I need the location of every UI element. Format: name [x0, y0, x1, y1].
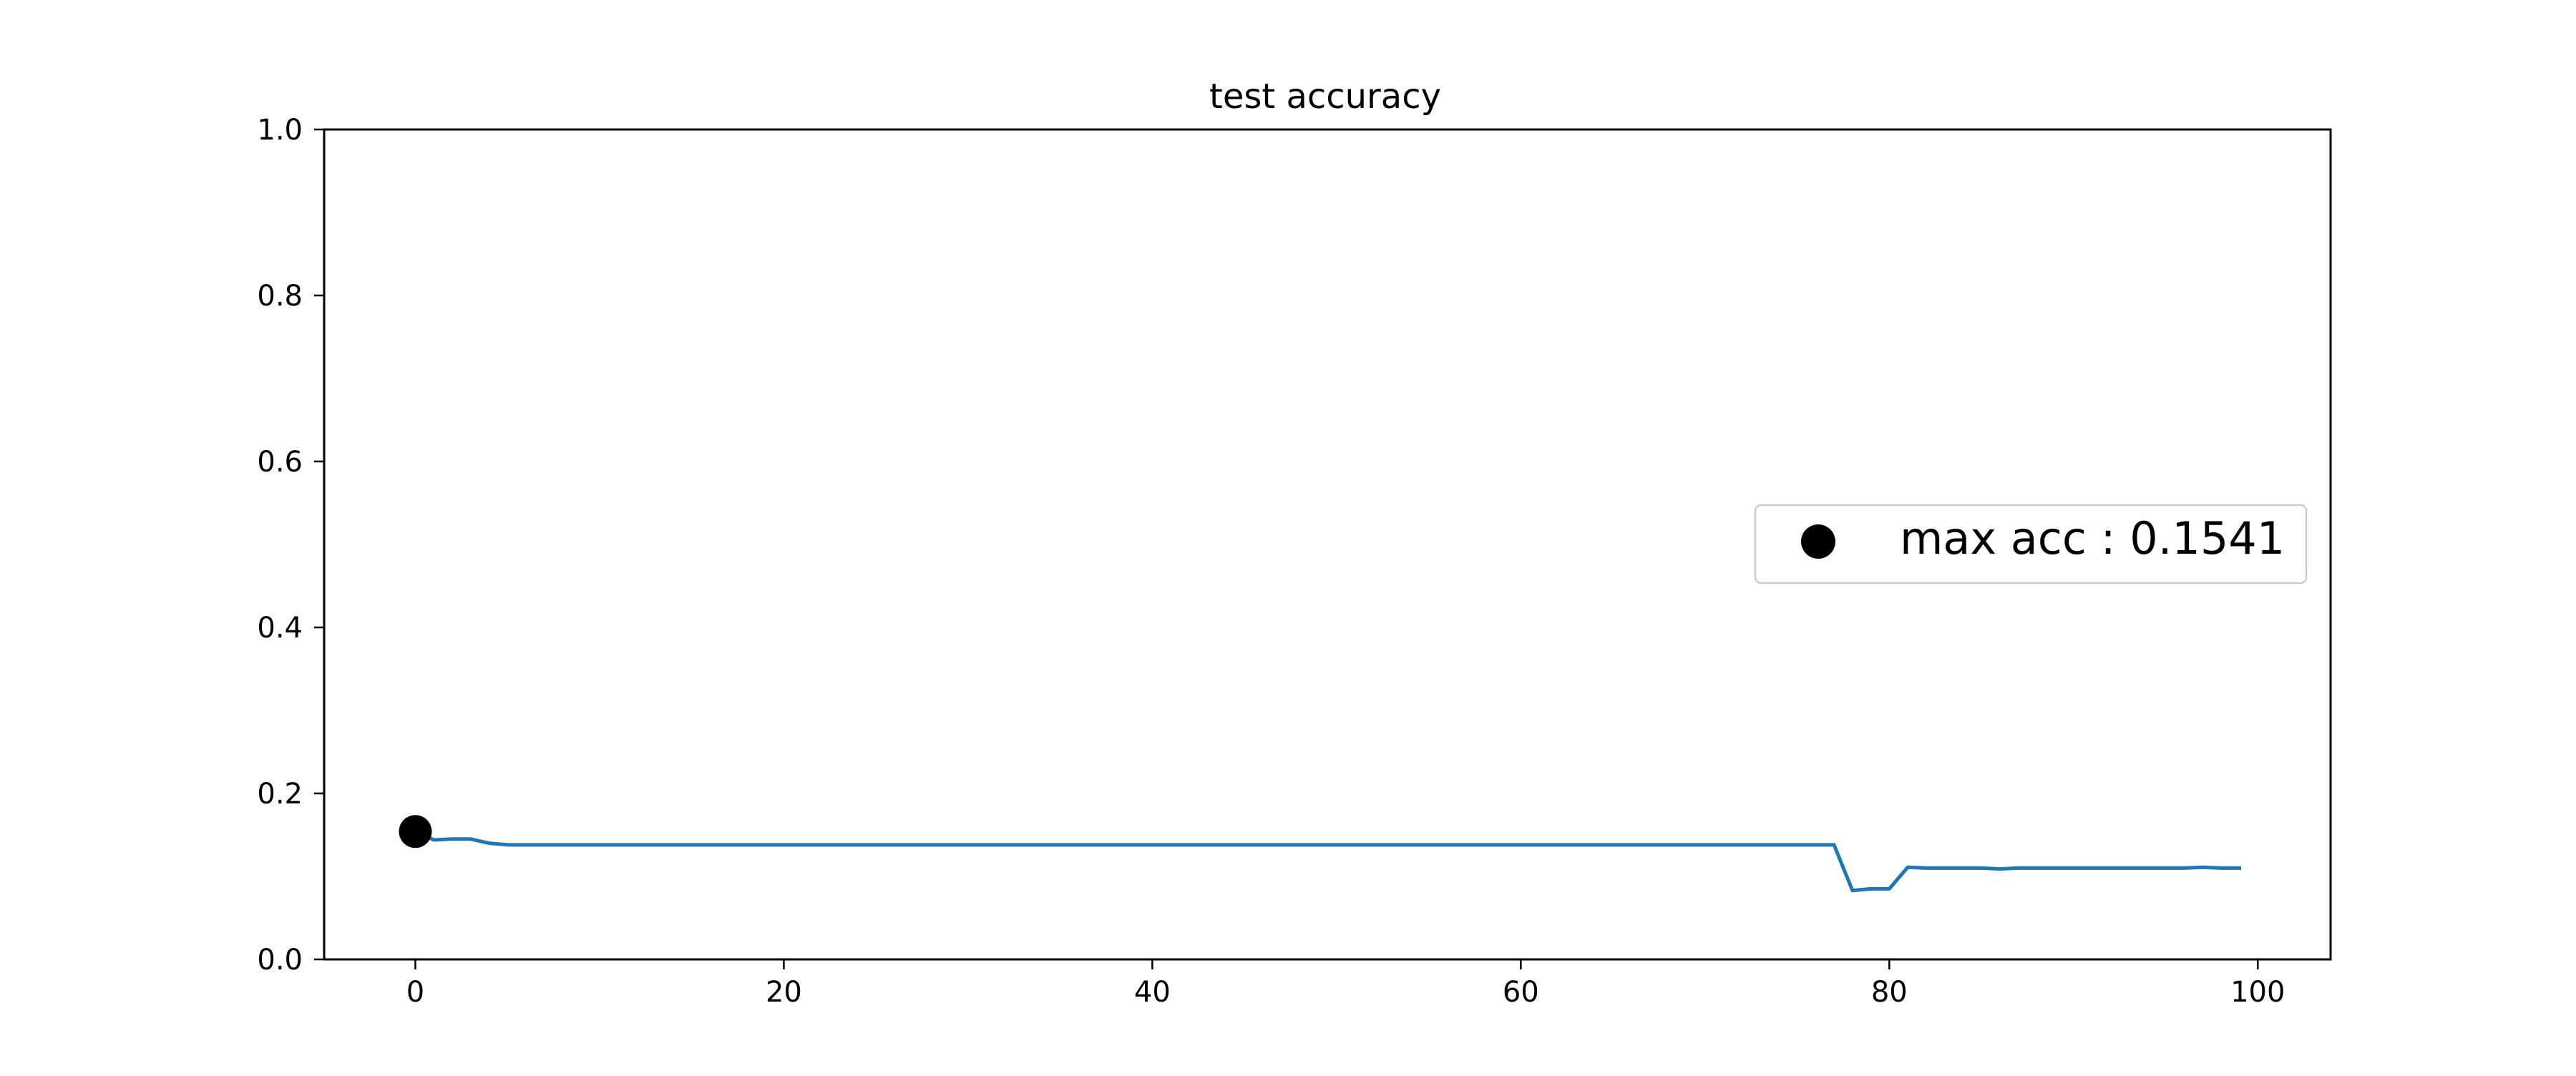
legend-box: [1754, 504, 2308, 585]
x-tick-label: 40: [1134, 976, 1171, 1009]
y-tick-label: 0.0: [257, 944, 303, 977]
y-tick-label: 0.8: [257, 280, 303, 313]
series-line-0: [413, 828, 2242, 893]
chart-title: test accuracy: [1209, 77, 1441, 117]
plot-frame: [323, 128, 2332, 961]
x-tick-label: 80: [1871, 976, 1908, 1009]
series-lines: [413, 828, 2242, 893]
x-axis-ticks: 0 20 40 60 80 100: [406, 959, 2285, 1009]
x-tick-label: 20: [766, 976, 802, 1009]
y-tick-label: 0.6: [257, 446, 303, 479]
y-axis-ticks: 0.0 0.2 0.4 0.6 0.8 1.0: [257, 114, 324, 977]
max-marker-group: [399, 815, 432, 848]
y-tick-label: 1.0: [257, 114, 303, 147]
y-tick-label: 0.2: [257, 778, 303, 811]
legend-label: max acc : 0.1541: [1900, 512, 2285, 564]
x-tick-label: 0: [406, 976, 424, 1009]
y-tick-label: 0.4: [257, 612, 303, 645]
x-tick-label: 60: [1503, 976, 1539, 1009]
max-accuracy-point: [399, 815, 432, 848]
x-tick-label: 100: [2230, 976, 2285, 1009]
legend-marker-icon: [1801, 524, 1835, 559]
legend: max acc : 0.1541: [1754, 504, 2308, 585]
